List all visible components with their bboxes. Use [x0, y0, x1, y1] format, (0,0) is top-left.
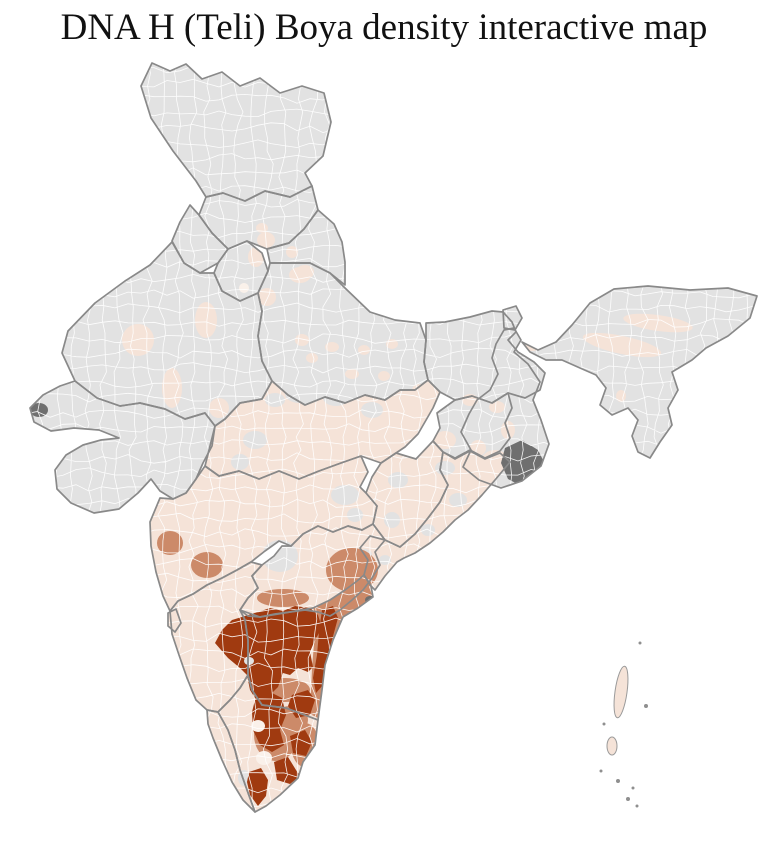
district-patch [449, 493, 467, 507]
district-patch [239, 283, 249, 293]
region-uttarakhand[interactable] [267, 210, 345, 285]
district-patch [289, 267, 311, 283]
district-patch [257, 589, 309, 607]
district-patch [441, 542, 455, 548]
district-patch [435, 461, 455, 475]
district-patch [122, 324, 154, 356]
district-patch [162, 368, 182, 408]
district-patch [286, 246, 298, 258]
district-patch [191, 552, 223, 578]
district-patch [209, 398, 229, 418]
region-andaman-middle[interactable] [606, 736, 618, 756]
district-patch [231, 454, 249, 470]
island-dot [631, 786, 635, 790]
state-fills [30, 63, 757, 812]
region-uttar-pradesh[interactable] [258, 263, 428, 405]
island-dot [616, 779, 620, 783]
island-dot [626, 797, 630, 801]
district-patch [195, 302, 217, 338]
district-patch [325, 342, 339, 352]
district-patch [243, 431, 267, 449]
district-patch [412, 384, 428, 396]
district-patch [582, 332, 662, 358]
region-kerala[interactable] [207, 710, 255, 812]
district-patch [331, 485, 359, 505]
region-gujarat[interactable] [30, 381, 215, 513]
island-dot [635, 804, 639, 808]
region-karnataka[interactable] [170, 562, 262, 712]
district-patch [361, 402, 383, 418]
state-borders [29, 62, 758, 813]
district-patch [358, 345, 370, 355]
island-dot [599, 769, 603, 773]
island-dot [644, 704, 648, 708]
district-patch [623, 313, 693, 333]
island-dot [638, 641, 642, 645]
district-patch [616, 390, 626, 402]
andaman-nicobar-islands [599, 641, 648, 808]
district-patch [313, 606, 338, 693]
region-madhya-pradesh[interactable] [205, 380, 440, 479]
district-patch [345, 369, 359, 379]
district-patch [248, 247, 264, 267]
map-title: DNA H (Teli) Boya density interactive ma… [60, 7, 708, 48]
island-dot [602, 722, 606, 726]
district-patch [326, 548, 378, 592]
region-northeast[interactable] [522, 286, 757, 458]
district-patch [30, 403, 48, 417]
district-patch [290, 730, 312, 756]
region-odisha[interactable] [360, 451, 510, 590]
district-patch [251, 720, 265, 732]
district-patch [489, 401, 505, 413]
district-patch [306, 353, 318, 363]
district-patch [583, 410, 597, 430]
region-punjab[interactable] [172, 205, 228, 273]
district-patch [379, 555, 391, 565]
district-patch [256, 751, 272, 765]
region-andaman-north[interactable] [611, 665, 630, 719]
district-patch [378, 371, 390, 381]
